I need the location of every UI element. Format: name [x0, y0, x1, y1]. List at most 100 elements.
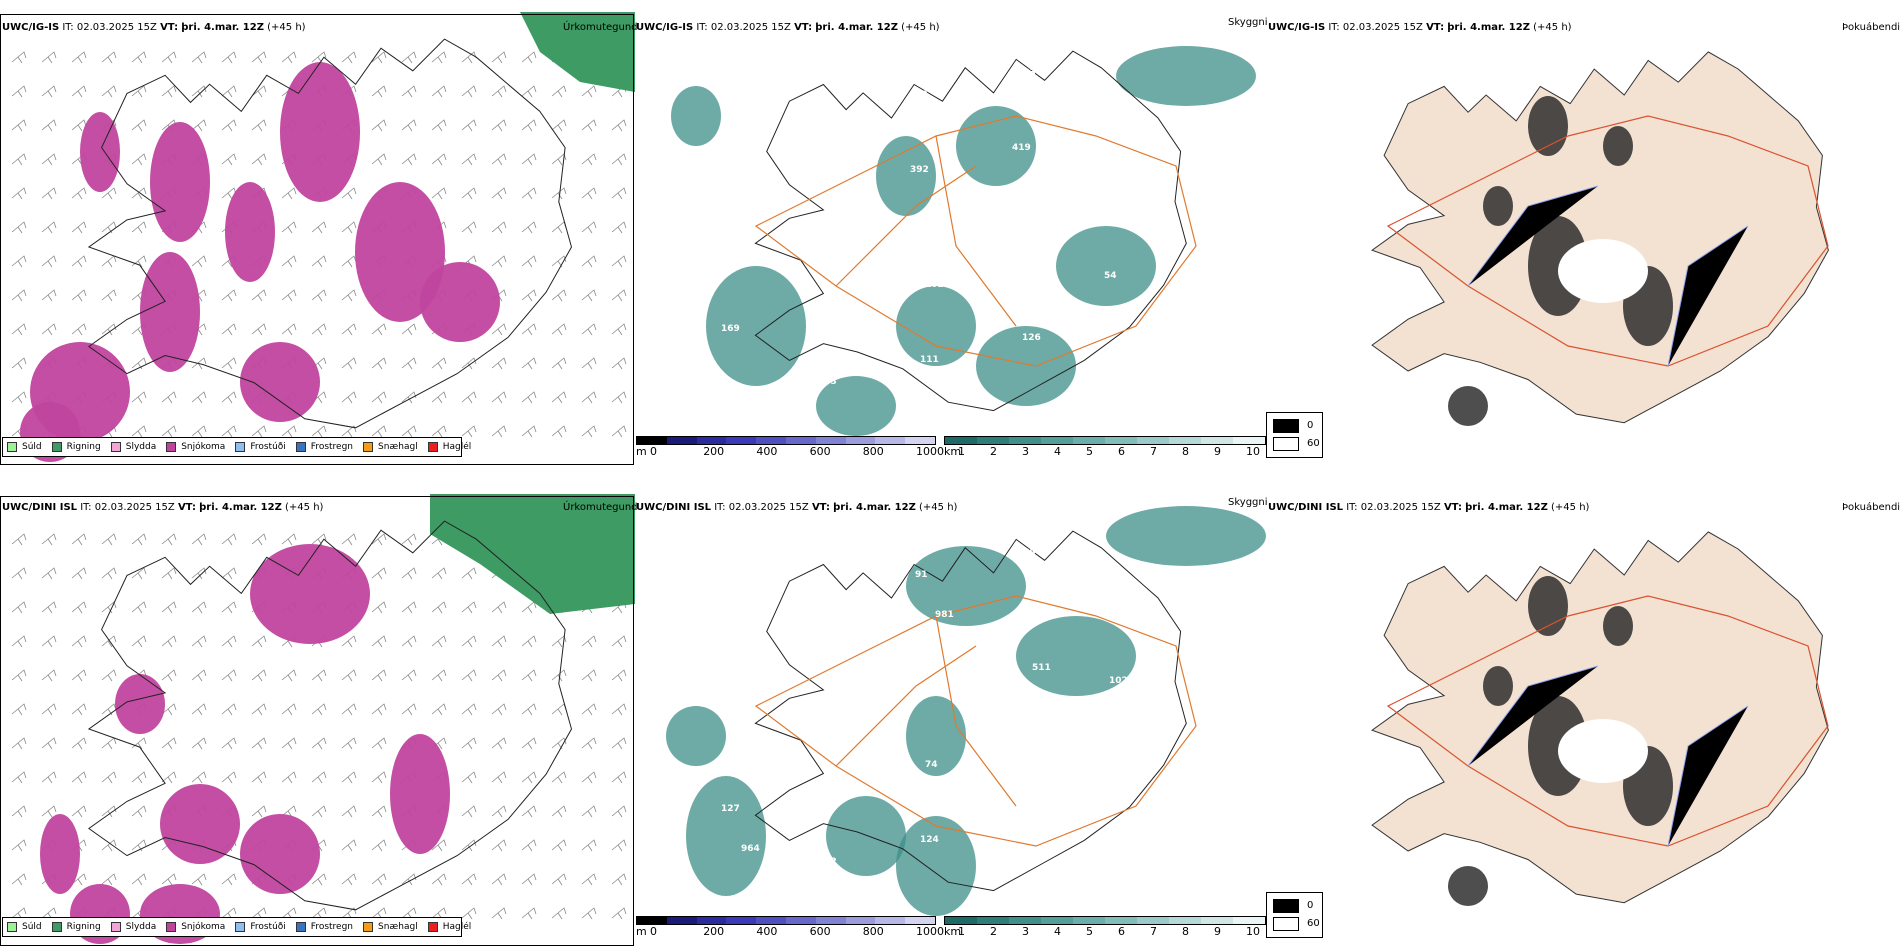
legend-label: Rigning	[66, 442, 101, 452]
visibility-value-label: 34	[1114, 121, 1127, 131]
colorbar-tick: 2	[990, 925, 997, 938]
legend-swatch	[166, 442, 177, 452]
colorbar-cell	[1105, 437, 1137, 444]
valid-time: þri. 4.mar. 12Z	[181, 22, 264, 33]
colorbar-tick: 10	[1246, 925, 1260, 938]
it-label: IT:	[1328, 22, 1340, 33]
colorbar-cell	[696, 437, 727, 444]
model-name: UWC/IG-IS	[2, 22, 60, 33]
precip-title-2: Úrkomutegund	[563, 502, 638, 513]
lead-time: (+45 h)	[919, 502, 958, 513]
visibility-value-label: 981	[935, 610, 954, 620]
colorbar-ticks: m 0 200 400 600 800 1000	[636, 445, 944, 458]
valid-time: þri. 4.mar. 12Z	[833, 502, 916, 513]
it-label: IT:	[1346, 502, 1358, 513]
colorbar-cell	[977, 437, 1009, 444]
fog-legend-label: 60	[1307, 918, 1320, 929]
lead-time: (+45 h)	[901, 22, 940, 33]
colorbar-tick: 4	[1054, 925, 1061, 938]
legend-swatch	[110, 922, 121, 932]
colorbar-cell	[845, 437, 876, 444]
colorbar-tick: 600	[809, 445, 831, 458]
colorbar-tick: 9	[1214, 925, 1221, 938]
visibility-value-label: 51	[716, 59, 729, 69]
precip-legend-item: Súld	[7, 922, 42, 932]
visibility-value-label: 74	[925, 760, 938, 770]
visibility-value-label: 111	[920, 355, 939, 365]
colorbar-tick: 800	[862, 445, 884, 458]
colorbar-tick: 800	[862, 925, 884, 938]
colorbar-cell	[726, 917, 757, 924]
visibility-value-label: 377	[1114, 601, 1133, 611]
colorbar-tick: 7	[1150, 445, 1157, 458]
colorbar-cell	[666, 437, 697, 444]
colorbar-strip	[636, 436, 936, 445]
init-time: 02.03.2025 15Z	[76, 22, 157, 33]
colorbar-tick: 600	[809, 925, 831, 938]
legend-swatch	[235, 922, 246, 932]
colorbar-cell	[905, 917, 935, 924]
colorbar-tick: 6	[1118, 925, 1125, 938]
colorbar-tick: 400	[756, 445, 778, 458]
visibility-value-label: 314	[726, 729, 745, 739]
precip-legend-item: Snjókoma	[166, 442, 225, 452]
it-label: IT:	[80, 502, 92, 513]
fog-legend-label: 60	[1307, 438, 1320, 449]
lead-time: (+45 h)	[1533, 22, 1572, 33]
colorbar-unit: m	[636, 445, 647, 458]
colorbar-tick: 2	[990, 445, 997, 458]
valid-time: þri. 4.mar. 12Z	[199, 502, 282, 513]
precip-legend-1: Súld Rigning Slydda Snjókoma Frostúði Frostre…	[2, 437, 471, 457]
colorbar-cell	[785, 437, 816, 444]
colorbar-cell	[977, 917, 1009, 924]
colorbar-unit: km	[944, 925, 962, 938]
colorbar-cell	[1073, 437, 1105, 444]
legend-swatch	[7, 922, 17, 932]
colorbar-cell	[1009, 917, 1041, 924]
visibility-value-label: 145	[1027, 738, 1046, 748]
colorbar-cell	[1169, 437, 1201, 444]
fog-legend-swatch	[1273, 437, 1299, 451]
precip-header-2: UWC/DINI ISL IT: 02.03.2025 15Z VT: þri.…	[2, 502, 323, 514]
valid-time: þri. 4.mar. 12Z	[1447, 22, 1530, 33]
colorbar-cell	[696, 917, 727, 924]
precip-legend-item: Frostregn	[295, 922, 353, 932]
vt-label: VT:	[160, 22, 179, 33]
colorbar-tick: 6	[1118, 445, 1125, 458]
visibility-value-label: 128	[1012, 623, 1031, 633]
colorbar-cell	[845, 917, 876, 924]
legend-label: Frostregn	[310, 442, 354, 452]
legend-swatch	[235, 442, 246, 452]
it-label: IT:	[696, 22, 708, 33]
colorbar-tick: 1000	[916, 925, 944, 938]
visibility-value-label: 152	[736, 579, 755, 589]
visibility-map-2: 137 382 430 509 185 127 412 91 128 102 314 864 124 36…	[666, 506, 1266, 916]
init-time: 02.03.2025 15Z	[1342, 22, 1423, 33]
visibility-value-label: 312	[1007, 218, 1026, 228]
legend-swatch	[166, 922, 177, 932]
visibility-value-label: 864	[823, 782, 842, 792]
visibility-map-1: 51 155 392 312 54 169 993 20 419 192 74 181 111 163 34…	[671, 46, 1256, 436]
legend-swatch	[295, 922, 306, 932]
colorbar-cell	[756, 437, 786, 444]
it-label: IT:	[62, 22, 74, 33]
colorbar-cell	[945, 437, 977, 444]
colorbar-cell	[815, 437, 846, 444]
colorbar-tick: 1	[958, 925, 965, 938]
colorbar-tick: 200	[703, 925, 725, 938]
fog-panel-1	[1268, 26, 1900, 466]
lead-time: (+45 h)	[1551, 502, 1590, 513]
colorbar-cell	[905, 437, 935, 444]
colorbar-cell	[1105, 917, 1137, 924]
visibility-value-label: 181	[1022, 813, 1041, 823]
fog-title-1: Þokuábendi	[1842, 22, 1900, 33]
colorbar-cell	[637, 917, 667, 924]
visibility-value-label: 102	[1109, 676, 1128, 686]
model-name: UWC/IG-IS	[1268, 22, 1326, 33]
fog-legend-label: 0	[1307, 420, 1314, 431]
precip-panel-2	[0, 494, 635, 946]
visibility-value-label: 192	[1109, 196, 1128, 206]
legend-label: Slydda	[125, 922, 157, 932]
legend-swatch	[51, 922, 62, 932]
valid-time: þri. 4.mar. 12Z	[1465, 502, 1548, 513]
